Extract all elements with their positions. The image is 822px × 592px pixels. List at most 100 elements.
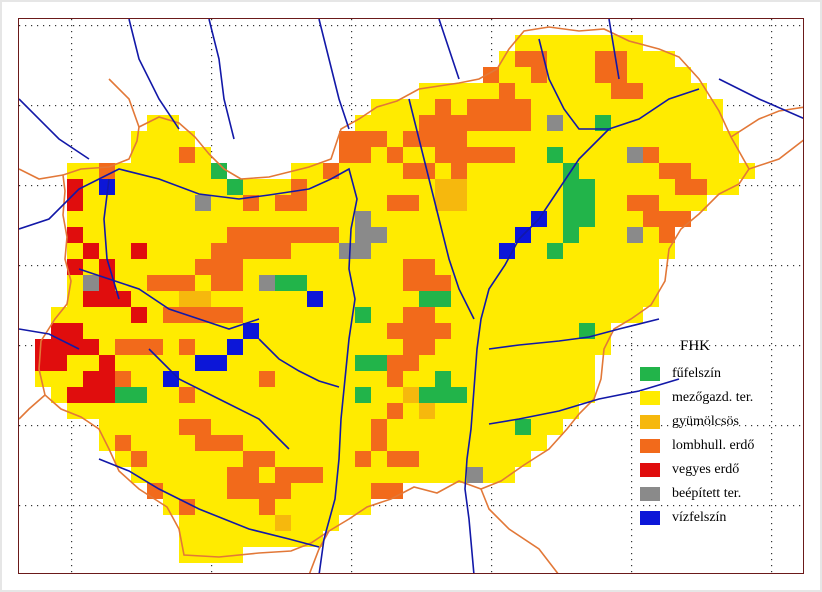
- land-cover-cell-agri: [499, 51, 515, 67]
- grid-dot: [491, 553, 493, 555]
- grid-dot: [631, 523, 633, 525]
- land-cover-cell-agri: [419, 227, 435, 243]
- land-cover-cell-agri: [403, 227, 419, 243]
- grid-dot: [733, 345, 735, 347]
- land-cover-cell-agri: [547, 387, 563, 403]
- land-cover-cell-agri: [467, 451, 483, 467]
- land-cover-cell-forest: [627, 83, 643, 99]
- land-cover-cell-forest: [259, 483, 275, 499]
- grid-dot: [403, 25, 405, 27]
- land-cover-cell-agri: [595, 147, 611, 163]
- land-cover-cell-agri: [563, 387, 579, 403]
- land-cover-cell-agri: [707, 147, 723, 163]
- grid-dot: [771, 253, 773, 255]
- grid-dot: [757, 265, 759, 267]
- border-line: [108, 78, 140, 128]
- grid-dot: [771, 73, 773, 75]
- land-cover-cell-agri: [547, 339, 563, 355]
- land-cover-cell-agri: [579, 99, 595, 115]
- grid-dot: [217, 105, 219, 107]
- land-cover-cell-orchard: [195, 291, 211, 307]
- land-cover-map[interactable]: [19, 19, 804, 574]
- grid-dot: [771, 229, 773, 231]
- land-cover-cell-agri: [483, 179, 499, 195]
- land-cover-cell-agri: [67, 355, 83, 371]
- land-cover-cell-grass: [435, 291, 451, 307]
- land-cover-cell-agri: [275, 291, 291, 307]
- grid-dot: [769, 25, 771, 27]
- grid-dot: [43, 505, 45, 507]
- land-cover-cell-agri: [307, 499, 323, 515]
- land-cover-cell-forest: [323, 163, 339, 179]
- grid-dot: [771, 517, 773, 519]
- grid-dot: [103, 505, 105, 507]
- land-cover-cell-agri: [643, 179, 659, 195]
- land-cover-cell-grass: [275, 275, 291, 291]
- land-cover-cell-agri: [243, 419, 259, 435]
- grid-dot: [595, 425, 597, 427]
- grid-dot: [541, 505, 543, 507]
- grid-dot: [491, 487, 493, 489]
- grid-dot: [499, 25, 501, 27]
- grid-dot: [457, 25, 459, 27]
- grid-dot: [211, 145, 213, 147]
- land-cover-cell-agri: [67, 243, 83, 259]
- land-cover-cell-agri: [259, 387, 275, 403]
- land-cover-cell-agri: [355, 163, 371, 179]
- grid-dot: [31, 185, 33, 187]
- grid-dot: [673, 425, 675, 427]
- grid-dot: [739, 425, 741, 427]
- land-cover-cell-agri: [643, 99, 659, 115]
- land-cover-cell-agri: [531, 243, 547, 259]
- land-cover-cell-agri: [115, 307, 131, 323]
- grid-dot: [771, 331, 773, 333]
- land-cover-cell-agri: [179, 227, 195, 243]
- grid-dot: [55, 265, 57, 267]
- land-cover-cell-agri: [419, 243, 435, 259]
- grid-dot: [351, 103, 353, 105]
- grid-dot: [355, 25, 357, 27]
- land-cover-cell-agri: [99, 435, 115, 451]
- land-cover-cell-agri: [195, 323, 211, 339]
- land-cover-cell-agri: [371, 307, 387, 323]
- grid-dot: [771, 133, 773, 135]
- land-cover-cell-agri: [547, 227, 563, 243]
- land-cover-cell-forest: [467, 99, 483, 115]
- land-cover-cell-mixed: [83, 243, 99, 259]
- land-cover-cell-water: [163, 371, 179, 387]
- land-cover-cell-agri: [355, 467, 371, 483]
- grid-dot: [601, 25, 603, 27]
- grid-dot: [771, 463, 773, 465]
- land-cover-cell-agri: [291, 163, 307, 179]
- grid-dot: [697, 25, 699, 27]
- grid-dot: [211, 97, 213, 99]
- grid-dot: [661, 345, 663, 347]
- land-cover-cell-agri: [275, 451, 291, 467]
- land-cover-cell-agri: [163, 419, 179, 435]
- grid-dot: [715, 345, 717, 347]
- river-line: [148, 348, 290, 450]
- land-cover-cell-agri: [259, 307, 275, 323]
- land-cover-cell-agri: [531, 419, 547, 435]
- grid-dot: [415, 505, 417, 507]
- grid-dot: [751, 25, 753, 27]
- land-cover-cell-agri: [115, 243, 131, 259]
- grid-dot: [649, 345, 651, 347]
- land-cover-cell-agri: [147, 243, 163, 259]
- land-cover-cell-agri: [211, 227, 227, 243]
- land-cover-cell-agri: [451, 227, 467, 243]
- land-cover-cell-agri: [483, 435, 499, 451]
- grid-dot: [715, 505, 717, 507]
- grid-dot: [491, 541, 493, 543]
- legend-item-water: vízfelszín: [640, 506, 790, 530]
- grid-dot: [71, 487, 73, 489]
- river-line: [464, 128, 610, 573]
- border-line: [19, 168, 64, 180]
- grid-dot: [109, 505, 111, 507]
- grid-dot: [771, 139, 773, 141]
- land-cover-cell-agri: [147, 179, 163, 195]
- grid-dot: [559, 505, 561, 507]
- grid-dot: [247, 105, 249, 107]
- land-cover-cell-agri: [419, 99, 435, 115]
- land-cover-cell-agri: [323, 291, 339, 307]
